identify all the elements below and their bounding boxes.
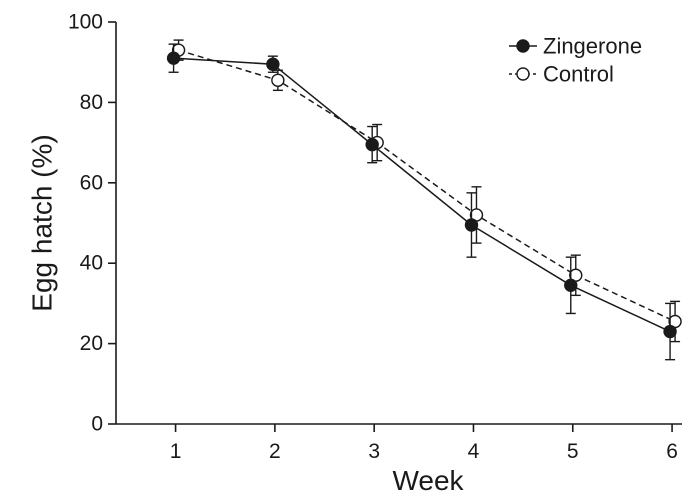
legend-item-control: Control (509, 62, 614, 87)
x-ticks: 1 2 3 4 5 6 (170, 424, 678, 463)
x-tick-label: 2 (269, 440, 281, 463)
series-line-zingerone (173, 57, 671, 333)
data-point-zingerone (464, 218, 479, 232)
x-tick-label: 4 (468, 440, 480, 463)
y-tick-label: 0 (91, 413, 103, 436)
data-point-zingerone (266, 57, 280, 71)
data-point-control (271, 73, 285, 87)
y-tick-label: 20 (80, 332, 103, 355)
legend-label-control: Control (543, 62, 614, 87)
series-line-control (178, 49, 676, 323)
data-point-zingerone (564, 278, 578, 293)
legend-marker-control (516, 67, 530, 81)
y-axis: 0 20 40 60 80 100 Egg hatch (%) (26, 11, 117, 436)
y-tick-label: 60 (80, 171, 103, 194)
data-point-zingerone (166, 51, 181, 65)
legend-label-zingerone: Zingerone (543, 34, 642, 59)
x-tick-label: 5 (567, 440, 579, 463)
x-axis-title: Week (392, 465, 464, 496)
data-point-zingerone (365, 137, 379, 152)
legend-item-zingerone: Zingerone (509, 34, 642, 59)
y-axis-title: Egg hatch (%) (26, 134, 57, 311)
x-tick-label: 1 (170, 440, 182, 463)
legend-marker-zingerone (516, 39, 530, 53)
data-point-zingerone (663, 324, 677, 339)
y-tick-label: 40 (80, 252, 103, 275)
y-tick-label: 100 (68, 11, 103, 34)
x-tick-label: 6 (666, 440, 678, 463)
x-axis: 1 2 3 4 5 6 Week (116, 423, 682, 496)
y-ticks: 0 20 40 60 80 100 (68, 11, 116, 436)
plot-area (166, 39, 682, 361)
y-tick-label: 80 (80, 91, 103, 114)
x-tick-label: 3 (368, 440, 380, 463)
legend: Zingerone Control (509, 34, 642, 87)
